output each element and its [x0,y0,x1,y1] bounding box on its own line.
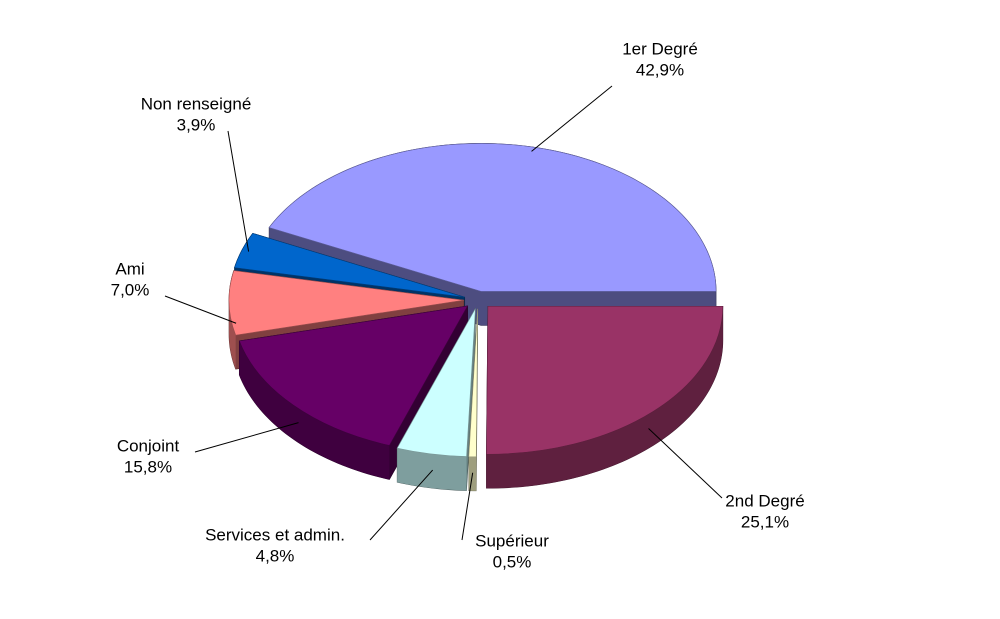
leader-line [164,295,237,324]
category-label: 1er Degré [622,39,698,58]
value-label: 42,9% [636,60,684,79]
value-label: 7,0% [111,280,150,299]
slice [468,308,478,458]
category-label: Supérieur [475,531,549,550]
slice [228,270,465,336]
value-label: 25,1% [741,512,789,531]
leader-line [369,469,434,541]
value-label: 0,5% [493,552,532,571]
slice [486,305,724,455]
category-label: Ami [115,259,144,278]
value-label: 4,8% [256,546,295,565]
slice-wall [486,306,723,489]
slice-wall [229,300,236,370]
category-label: Services et admin. [205,525,345,544]
leader-line [227,130,250,252]
category-label: Non renseigné [141,94,252,113]
slice [238,305,469,446]
leader-line [461,472,474,541]
value-label: 3,9% [177,115,216,134]
value-label: 15,8% [124,457,172,476]
slice [396,308,476,457]
slice-wall [239,340,390,480]
category-label: Conjoint [117,436,180,455]
leader-line [531,85,613,152]
slice-wall [397,448,467,491]
leader-line [194,422,299,453]
category-label: 2nd Degré [725,491,804,510]
slice [234,232,465,298]
slice [268,143,717,292]
leader-line [648,428,723,499]
